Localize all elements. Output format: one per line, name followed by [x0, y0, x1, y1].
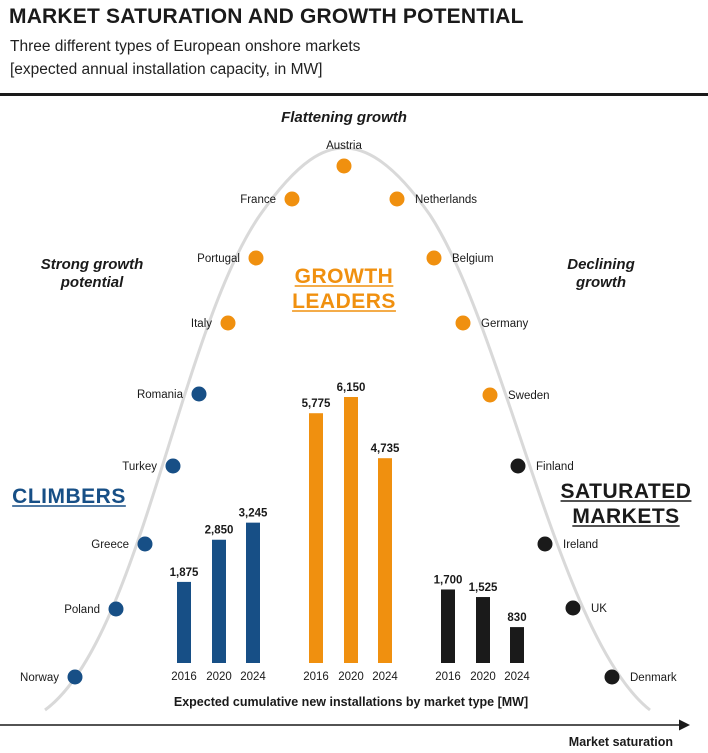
bar-climbers-2024-year-label: 2024 [240, 671, 266, 683]
saturation-curve [44, 146, 651, 712]
bar-climbers-2020-value-label: 2,850 [205, 525, 234, 537]
bar-growth-leaders-2016-year-label: 2016 [303, 671, 329, 683]
x-axis-label: Market saturation [569, 735, 673, 749]
phase-label-left-line1: Strong growth [41, 256, 143, 273]
country-france-label: France [240, 194, 276, 206]
country-greece-marker [137, 536, 153, 552]
bar-saturated-2016-year-label: 2016 [435, 671, 461, 683]
country-sweden-label: Sweden [508, 390, 550, 402]
page-title: MARKET SATURATION AND GROWTH POTENTIAL [9, 5, 524, 28]
country-germany-marker [455, 315, 471, 331]
bar-climbers-2020 [212, 539, 226, 663]
country-italy-marker [220, 315, 236, 331]
country-italy-label: Italy [191, 318, 212, 330]
phase-label-top: Flattening growth [281, 109, 407, 126]
bar-saturated-2020 [476, 597, 490, 663]
country-austria-marker [336, 158, 352, 174]
country-finland-label: Finland [536, 461, 574, 473]
bar-saturated-2020-year-label: 2020 [470, 671, 496, 683]
bar-growth-leaders-2020 [344, 397, 358, 663]
country-turkey-marker [165, 458, 181, 474]
bar-growth-leaders-2020-value-label: 6,150 [337, 382, 366, 394]
country-uk-marker [565, 600, 581, 616]
country-finland-marker [510, 458, 526, 474]
bar-saturated-2016-value-label: 1,700 [434, 574, 463, 586]
country-denmark-marker [604, 669, 620, 685]
bar-climbers-2016-value-label: 1,875 [170, 567, 199, 579]
bar-climbers-2016-year-label: 2016 [171, 671, 197, 683]
bar-climbers-2024 [246, 522, 260, 663]
country-denmark-label: Denmark [630, 672, 677, 684]
country-poland-label: Poland [64, 604, 100, 616]
country-poland-marker [108, 601, 124, 617]
country-romania-label: Romania [137, 389, 184, 401]
country-romania-marker [191, 386, 207, 402]
chart-caption: Expected cumulative new installations by… [174, 695, 528, 709]
country-netherlands-label: Netherlands [415, 194, 477, 206]
group-title-growth-leaders-line1: GROWTH [295, 265, 394, 288]
phase-label-right-line2: growth [575, 274, 626, 291]
country-sweden-marker [482, 387, 498, 403]
bar-saturated-2024-year-label: 2024 [504, 671, 530, 683]
phase-label-left-line2: potential [60, 274, 124, 291]
country-germany-label: Germany [481, 318, 529, 330]
subtitle-line-1: Three different types of European onshor… [10, 38, 361, 55]
group-title-growth-leaders-line2: LEADERS [292, 290, 396, 313]
country-ireland-marker [537, 536, 553, 552]
bar-saturated-2016 [441, 589, 455, 663]
country-portugal-label: Portugal [197, 253, 240, 265]
country-turkey-label: Turkey [122, 461, 157, 473]
country-markers: Norway Poland Greece Turkey Romania Italy Port… [20, 140, 677, 685]
country-greece-label: Greece [91, 539, 129, 551]
bar-climbers-2020-year-label: 2020 [206, 671, 232, 683]
bar-groups: 1,875 2016 2,850 2020 3,245 2024 5,775 2016 6,15… [170, 382, 531, 683]
bar-growth-leaders-2024 [378, 458, 392, 663]
country-austria-label: Austria [326, 140, 362, 152]
bar-saturated-2024 [510, 627, 524, 663]
group-title-saturated-line1: SATURATED [561, 480, 692, 503]
country-uk-label: UK [591, 603, 607, 615]
bar-growth-leaders-2024-year-label: 2024 [372, 671, 398, 683]
bar-saturated-2024-value-label: 830 [507, 612, 526, 624]
x-axis-arrow-icon [679, 719, 690, 731]
bar-climbers-2024-value-label: 3,245 [239, 508, 268, 520]
country-norway-marker [67, 669, 83, 685]
country-france-marker [284, 191, 300, 207]
country-ireland-label: Ireland [563, 539, 598, 551]
country-netherlands-marker [389, 191, 405, 207]
group-title-saturated-line2: MARKETS [572, 505, 679, 528]
header-rule [0, 93, 708, 96]
bar-growth-leaders-2016 [309, 413, 323, 663]
country-norway-label: Norway [20, 672, 59, 684]
country-belgium-marker [426, 250, 442, 266]
bar-growth-leaders-2016-value-label: 5,775 [302, 398, 331, 410]
bar-growth-leaders-2020-year-label: 2020 [338, 671, 364, 683]
bar-climbers-2016 [177, 581, 191, 663]
country-portugal-marker [248, 250, 264, 266]
group-title-climbers-line1: CLIMBERS [12, 485, 126, 508]
phase-label-right-line1: Declining [567, 256, 635, 273]
country-belgium-label: Belgium [452, 253, 494, 265]
bar-saturated-2020-value-label: 1,525 [469, 582, 498, 594]
subtitle-line-2: [expected annual installation capacity, … [10, 61, 323, 78]
bar-growth-leaders-2024-value-label: 4,735 [371, 443, 400, 455]
